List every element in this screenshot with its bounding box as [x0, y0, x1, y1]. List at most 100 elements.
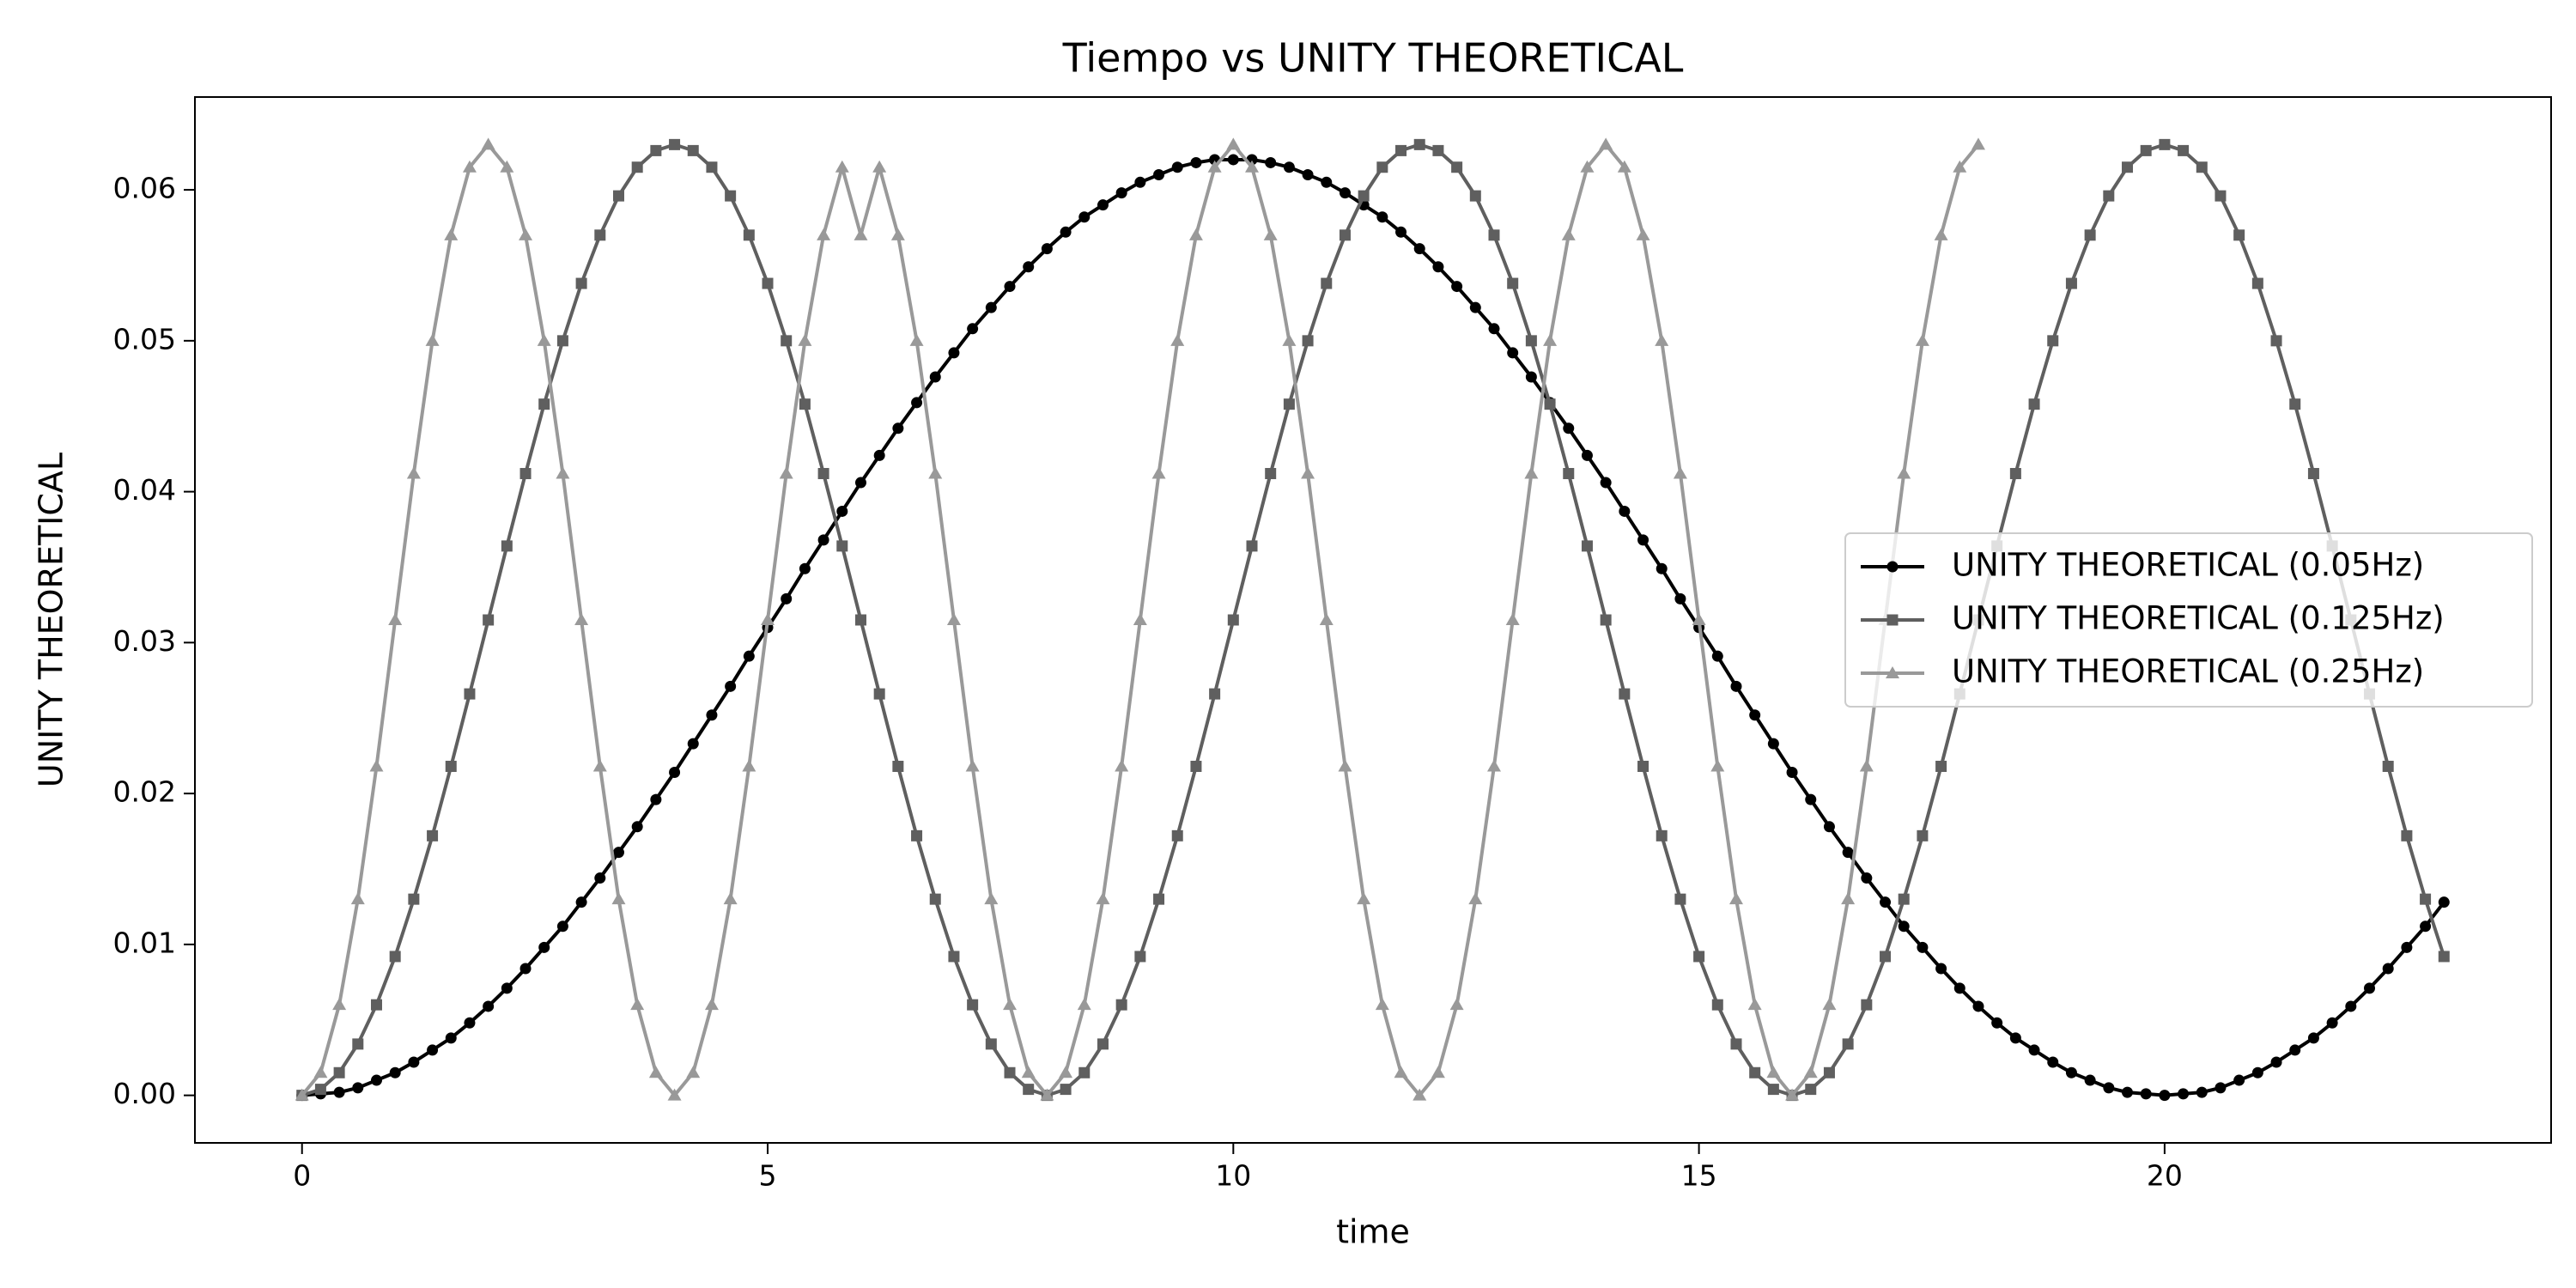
marker — [1898, 893, 1910, 905]
marker — [313, 1066, 328, 1078]
x-axis-label: time — [1336, 1213, 1410, 1251]
marker — [1915, 333, 1929, 346]
marker — [984, 892, 999, 905]
series — [295, 137, 1985, 1101]
marker — [799, 562, 811, 574]
marker — [1246, 540, 1258, 552]
marker — [1525, 335, 1537, 347]
marker — [1339, 187, 1351, 199]
marker — [1898, 920, 1910, 933]
x-tick-label: 5 — [759, 1159, 777, 1193]
marker — [2028, 398, 2040, 410]
y-tick-label: 0.00 — [113, 1077, 176, 1110]
marker — [1040, 1088, 1054, 1101]
marker — [2364, 982, 2376, 994]
marker — [854, 228, 868, 240]
series — [296, 154, 2450, 1102]
marker — [1265, 156, 1277, 168]
legend: UNITY THEORETICAL (0.05Hz) UNITY THEORETI… — [1844, 532, 2533, 708]
marker — [408, 1056, 420, 1068]
marker — [2065, 1066, 2077, 1078]
marker — [1692, 613, 1706, 625]
marker — [538, 398, 550, 410]
marker — [1133, 613, 1147, 625]
marker — [1934, 228, 1948, 240]
marker — [650, 793, 662, 805]
marker — [2289, 1044, 2301, 1056]
marker — [352, 1038, 364, 1050]
marker — [1861, 872, 1873, 884]
marker — [1394, 1066, 1408, 1078]
marker — [1321, 277, 1333, 289]
marker — [2233, 1074, 2245, 1086]
marker — [1823, 821, 1835, 833]
marker — [1822, 998, 1837, 1011]
marker — [333, 1066, 345, 1078]
marker — [2178, 1088, 2190, 1100]
marker — [594, 872, 606, 884]
marker — [1953, 160, 1967, 173]
marker — [1617, 160, 1631, 173]
marker — [1153, 169, 1165, 181]
marker — [1115, 187, 1127, 199]
marker — [1097, 199, 1109, 211]
marker — [1226, 137, 1241, 150]
marker — [817, 468, 829, 480]
marker — [1785, 1088, 1800, 1101]
marker — [1507, 347, 1519, 359]
marker — [948, 951, 960, 963]
legend-label: UNITY THEORETICAL (0.125Hz) — [1952, 600, 2445, 637]
x-tick-label: 10 — [1215, 1159, 1251, 1193]
marker — [1170, 333, 1185, 346]
marker — [1188, 228, 1203, 240]
marker — [2307, 1032, 2319, 1044]
marker — [892, 422, 904, 434]
marker — [427, 1044, 439, 1056]
marker — [1841, 892, 1856, 905]
marker — [965, 759, 980, 772]
legend-marker — [1886, 666, 1899, 678]
marker — [2270, 335, 2282, 347]
marker — [1525, 371, 1537, 383]
marker — [967, 323, 979, 335]
marker — [1209, 688, 1221, 700]
marker — [1003, 998, 1018, 1011]
marker — [743, 229, 755, 241]
marker — [854, 477, 866, 489]
marker — [389, 951, 401, 963]
legend-marker — [1886, 614, 1899, 626]
marker — [687, 738, 699, 750]
marker — [2401, 829, 2413, 841]
marker — [1971, 137, 1985, 150]
marker — [1338, 759, 1352, 772]
marker — [2438, 896, 2450, 908]
marker — [519, 468, 532, 480]
marker — [1637, 760, 1649, 772]
marker — [1060, 1084, 1072, 1096]
marker — [1395, 144, 1407, 156]
marker — [1544, 398, 1556, 410]
marker — [1096, 892, 1110, 905]
marker — [2140, 144, 2152, 156]
marker — [1935, 963, 1947, 975]
marker — [2270, 1056, 2282, 1068]
marker — [2420, 893, 2432, 905]
chart-title: Tiempo vs UNITY THEORETICAL — [1062, 35, 1684, 82]
marker — [1376, 211, 1388, 223]
marker — [1674, 592, 1686, 605]
marker — [799, 398, 811, 410]
marker — [1507, 277, 1519, 289]
marker — [1078, 211, 1091, 223]
marker — [1897, 466, 1911, 479]
marker — [1449, 998, 1464, 1011]
marker — [2047, 335, 2059, 347]
marker — [873, 449, 885, 461]
marker — [1302, 335, 1314, 347]
marker — [481, 137, 495, 150]
marker — [1171, 161, 1183, 173]
marker — [1991, 1017, 2003, 1029]
marker — [967, 999, 979, 1011]
marker — [854, 614, 866, 626]
